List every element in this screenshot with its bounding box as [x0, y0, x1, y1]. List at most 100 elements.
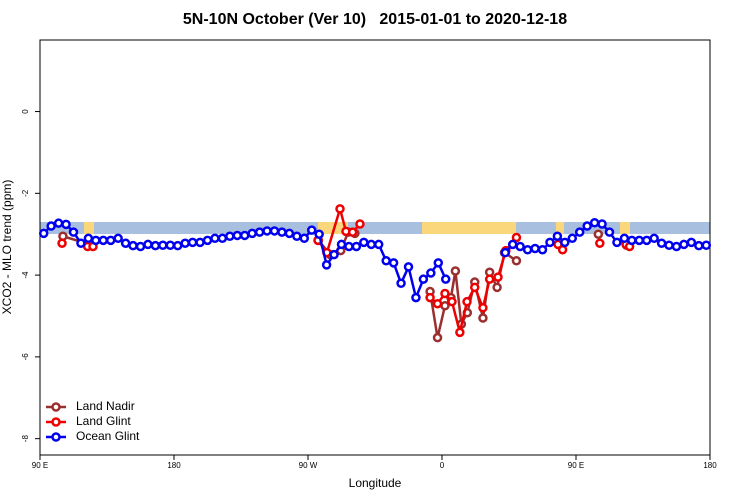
- data-point: [306, 225, 317, 235]
- data-point: [582, 221, 592, 231]
- data-point: [455, 327, 465, 338]
- data-point: [634, 235, 645, 246]
- data-point: [120, 238, 131, 248]
- data-point: [299, 233, 310, 244]
- legend-marker: [51, 432, 61, 442]
- data-point: [91, 235, 101, 246]
- data-point: [180, 238, 190, 248]
- data-point: [247, 228, 257, 239]
- data-point: [158, 240, 168, 251]
- data-point: [552, 231, 563, 242]
- data-point: [567, 233, 578, 244]
- data-point: [113, 233, 123, 244]
- data-point: [470, 282, 480, 293]
- data-point: [388, 258, 399, 268]
- data-point: [277, 227, 287, 237]
- data-point: [418, 274, 429, 284]
- data-point: [403, 262, 414, 272]
- data-point: [165, 240, 176, 251]
- data-point: [649, 233, 659, 244]
- data-point: [292, 231, 302, 242]
- data-point: [440, 288, 450, 299]
- data-point: [225, 231, 235, 242]
- data-point: [686, 237, 697, 248]
- chart-title: 5N-10N October (Ver 10) 2015-01-01 to 20…: [183, 11, 567, 28]
- land-band: [84, 222, 94, 234]
- data-point: [217, 233, 228, 244]
- data-point: [68, 227, 79, 237]
- data-point: [656, 238, 667, 248]
- data-point: [262, 226, 272, 236]
- data-point: [484, 274, 495, 284]
- land-band: [620, 222, 630, 234]
- data-point: [76, 238, 86, 248]
- data-point: [560, 237, 570, 248]
- data-point: [347, 227, 358, 237]
- legend-marker: [51, 402, 61, 412]
- y-tick-label: -6: [21, 353, 30, 361]
- x-tick-label: 0: [440, 461, 445, 470]
- data-point: [46, 221, 56, 231]
- legend-marker: [51, 417, 61, 427]
- data-point: [359, 237, 369, 248]
- data-point: [38, 228, 49, 239]
- data-point: [447, 296, 457, 307]
- data-point: [202, 235, 213, 246]
- data-point: [530, 243, 540, 254]
- data-point: [321, 260, 332, 270]
- y-tick-label: -4: [21, 271, 30, 279]
- legend-label: Land Glint: [76, 414, 131, 428]
- data-point: [597, 219, 607, 229]
- ocean-band: [40, 222, 710, 234]
- data-point: [450, 266, 461, 276]
- data-point: [135, 241, 146, 252]
- data-point: [232, 230, 243, 241]
- data-point: [329, 249, 339, 260]
- data-point: [493, 272, 503, 282]
- data-point: [694, 240, 704, 251]
- data-point: [269, 226, 280, 236]
- data-point: [462, 296, 472, 307]
- data-point: [589, 218, 600, 228]
- x-tick-label: 90 E: [568, 461, 584, 470]
- data-point: [284, 228, 295, 239]
- data-point: [612, 237, 622, 248]
- y-axis-label: XCO2 - MLO trend (ppm): [0, 180, 14, 315]
- data-point: [336, 239, 347, 250]
- data-point: [537, 244, 548, 255]
- data-point: [701, 240, 712, 251]
- data-point: [515, 241, 525, 252]
- data-point: [432, 332, 443, 343]
- data-point: [128, 240, 138, 251]
- data-point: [664, 240, 674, 251]
- y-tick-label: 0: [21, 109, 30, 114]
- data-point: [507, 239, 518, 250]
- data-point: [426, 268, 436, 278]
- x-axis-label: Longitude: [349, 476, 402, 490]
- data-point: [595, 238, 605, 248]
- data-point: [210, 233, 220, 244]
- y-tick-label: -2: [21, 189, 30, 197]
- data-point: [433, 258, 444, 268]
- data-point: [425, 292, 435, 303]
- y-tick-label: -8: [21, 435, 30, 443]
- data-point: [478, 313, 488, 323]
- data-point: [619, 233, 630, 244]
- data-point: [83, 233, 94, 244]
- data-point: [522, 244, 533, 255]
- data-point: [172, 240, 183, 251]
- data-point: [440, 274, 451, 284]
- data-point: [593, 229, 604, 239]
- data-point: [511, 256, 522, 266]
- data-point: [381, 256, 391, 266]
- data-point: [574, 227, 585, 237]
- data-point: [105, 235, 116, 246]
- x-tick-label: 180: [703, 461, 717, 470]
- data-point: [57, 238, 67, 248]
- data-point: [335, 204, 345, 214]
- legend-label: Ocean Glint: [76, 429, 140, 443]
- x-tick-label: 90 E: [32, 461, 48, 470]
- data-point: [98, 235, 109, 246]
